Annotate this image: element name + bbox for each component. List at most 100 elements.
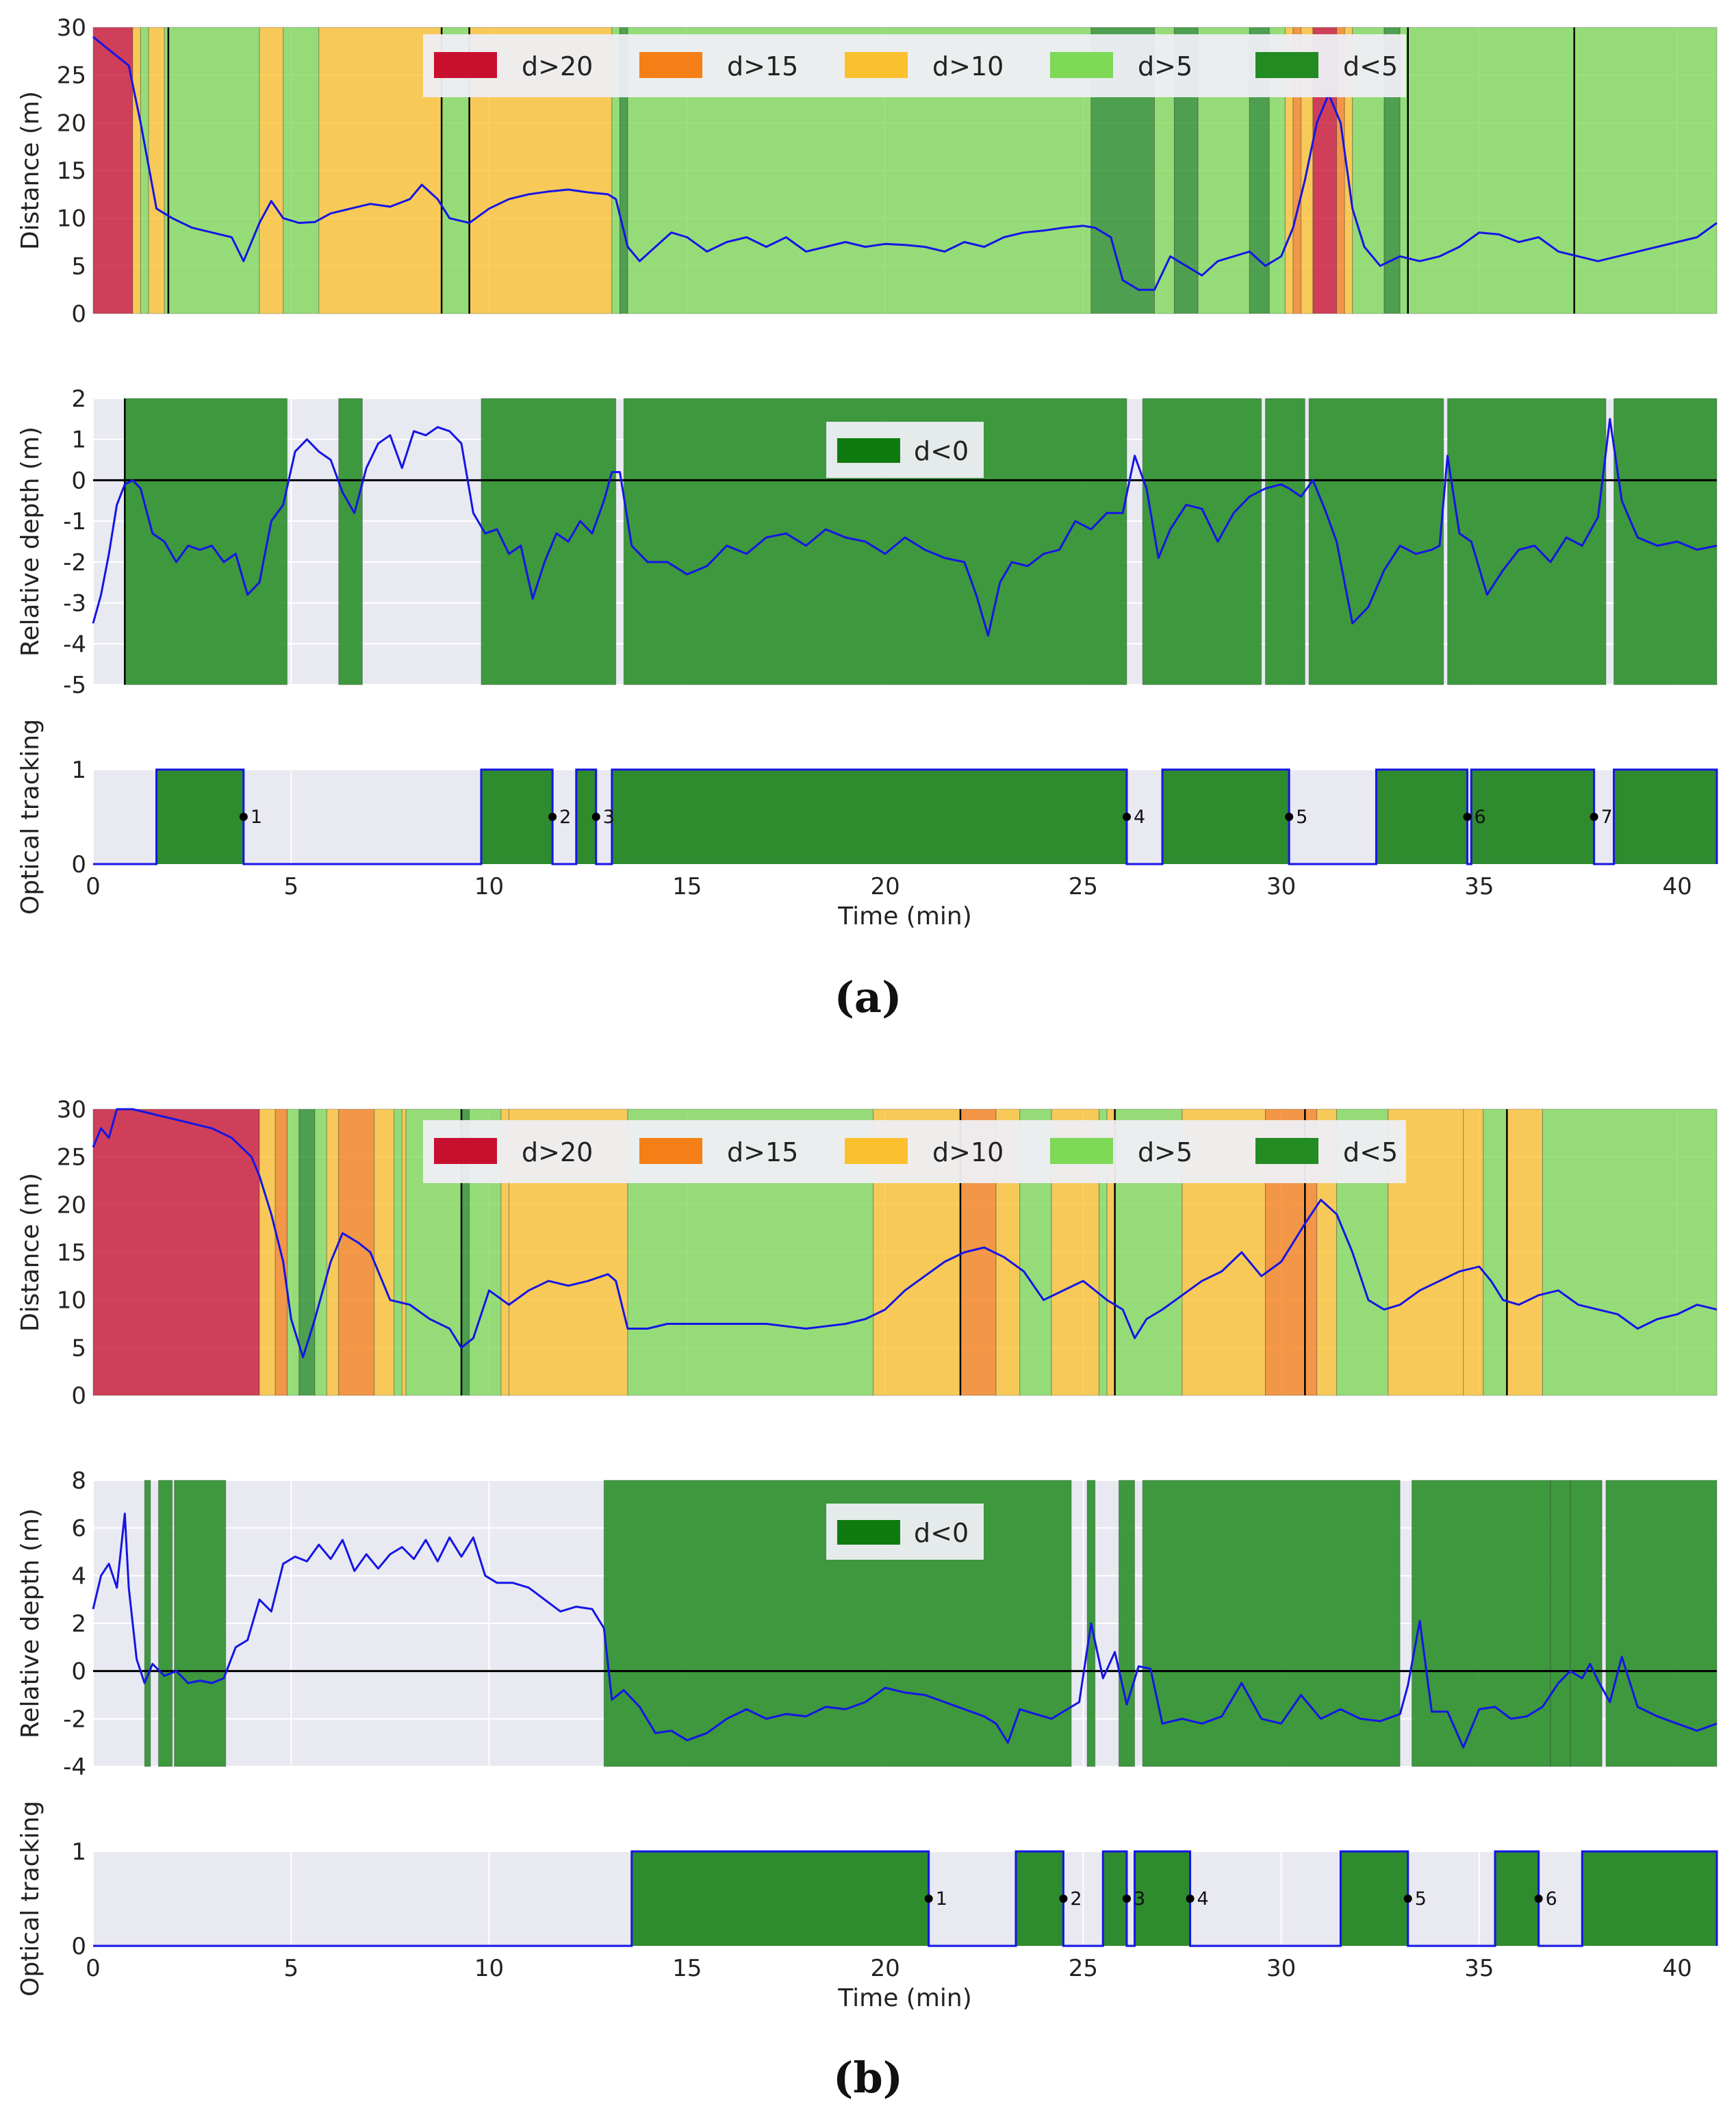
tracking-interval xyxy=(1376,770,1468,864)
segment-dlt0 xyxy=(1605,1480,1718,1767)
legend-label: d>5 xyxy=(1138,1137,1192,1167)
tracking-marker-label: 2 xyxy=(559,807,571,828)
tracking-marker xyxy=(1059,1895,1068,1903)
subplot-a-distance: 0 5 10 15 20 25 30 Distance (m) d>20 d>15 d>10 d>5 d… xyxy=(16,14,1718,328)
segment-d10 xyxy=(259,27,284,314)
data-line xyxy=(92,418,1718,637)
x-tick-label: 0 xyxy=(86,873,101,900)
y-tick-label: -4 xyxy=(63,1753,86,1781)
segment-dlt0 xyxy=(1447,398,1607,685)
y-tick-label: -5 xyxy=(63,672,86,699)
x-tick-label: 10 xyxy=(474,1955,504,1982)
x-tick-label: 5 xyxy=(283,1955,298,1982)
legend-swatch-dlt5 xyxy=(1255,52,1318,78)
y-axis-label: Distance (m) xyxy=(16,91,44,250)
segment-d20 xyxy=(92,1109,260,1396)
legend-label: d<5 xyxy=(1343,1137,1398,1167)
segment-dlt0 xyxy=(1550,1480,1571,1767)
y-tick-label: 1 xyxy=(71,427,86,454)
tracking-interval xyxy=(1582,1851,1717,1946)
tracking-marker-label: 6 xyxy=(1546,1888,1557,1910)
tracking-marker xyxy=(1534,1895,1543,1903)
tracking-marker-label: 1 xyxy=(251,807,262,828)
tracking-interval xyxy=(1340,1851,1408,1946)
tracking-marker xyxy=(1186,1895,1195,1903)
segment-dlt0 xyxy=(1570,1480,1603,1767)
tracking-interval xyxy=(1134,1851,1190,1946)
tracking-interval xyxy=(481,770,553,864)
y-tick-label: 20 xyxy=(57,1191,86,1219)
tracking-interval xyxy=(1015,1851,1064,1946)
tracking-interval xyxy=(1471,770,1594,864)
x-tick-label: 5 xyxy=(283,873,298,900)
segment-d5 xyxy=(1542,1109,1718,1396)
tracking-marker-label: 2 xyxy=(1070,1888,1082,1910)
segment-d10 xyxy=(374,1109,395,1396)
tracking-marker-label: 4 xyxy=(1134,807,1145,828)
legend-swatch-d20 xyxy=(434,1138,497,1164)
y-axis-label: Relative depth (m) xyxy=(16,427,44,657)
segment-dlt0 xyxy=(1142,398,1262,685)
legend-swatch-dlt0 xyxy=(837,438,900,463)
data-line xyxy=(92,1108,1718,1358)
y-tick-label: 15 xyxy=(57,157,86,185)
x-tick-label: 25 xyxy=(1069,873,1098,900)
legend-label: d>15 xyxy=(727,51,798,81)
tracking-marker xyxy=(548,813,557,821)
legend-swatch-d5 xyxy=(1050,52,1113,78)
segment-d10 xyxy=(401,1109,407,1396)
legend-swatch-d15 xyxy=(639,52,702,78)
legend-label: d>20 xyxy=(522,51,593,81)
x-axis-label: Time (min) xyxy=(837,902,972,930)
segment-d10 xyxy=(132,27,141,314)
segment-dlt5 xyxy=(298,1109,316,1396)
tracking-interval xyxy=(611,770,1127,864)
segment-d5 xyxy=(314,1109,327,1396)
segment-dlt0 xyxy=(1264,398,1305,685)
segment-d15 xyxy=(1336,27,1345,314)
tracking-marker xyxy=(591,813,600,821)
y-tick-label: 25 xyxy=(57,62,86,90)
y-tick-label: 10 xyxy=(57,1287,86,1315)
segment-d5 xyxy=(140,27,149,314)
x-tick-label: 30 xyxy=(1266,873,1296,900)
legend-swatch-d10 xyxy=(845,52,908,78)
tracking-interval xyxy=(1613,770,1717,864)
tracking-interval xyxy=(631,1851,929,1946)
segment-dlt0 xyxy=(481,398,617,685)
legend-swatch-dlt0 xyxy=(837,1520,900,1545)
y-tick-label: 5 xyxy=(71,253,86,280)
y-tick-label: 5 xyxy=(71,1334,86,1362)
y-tick-label: 1 xyxy=(71,757,86,784)
legend-label: d<5 xyxy=(1343,51,1398,81)
y-tick-label: -4 xyxy=(63,631,86,658)
segment-dlt0 xyxy=(174,1480,227,1767)
segment-d10 xyxy=(318,27,442,314)
legend-swatch-d5 xyxy=(1050,1138,1113,1164)
tracking-interval xyxy=(1162,770,1290,864)
tracking-marker xyxy=(1590,813,1598,821)
legend-label: d>20 xyxy=(522,1137,593,1167)
y-tick-label: 0 xyxy=(71,467,86,494)
x-tick-label: 35 xyxy=(1464,1955,1494,1982)
tracking-step-line xyxy=(93,768,1718,865)
tracking-step-line xyxy=(93,1850,1718,1947)
y-tick-label: 15 xyxy=(57,1239,86,1267)
segment-d10 xyxy=(326,1109,340,1396)
segment-d5 xyxy=(1098,1109,1108,1396)
y-tick-label: 2 xyxy=(71,1610,86,1638)
tracking-marker-label: 3 xyxy=(1134,1888,1145,1910)
y-axis-label: Distance (m) xyxy=(16,1173,44,1332)
y-tick-label: 0 xyxy=(71,1658,86,1686)
legend-label: d>15 xyxy=(727,1137,798,1167)
tracking-marker xyxy=(1122,1895,1131,1903)
legend-label: d<0 xyxy=(914,436,969,466)
tracking-marker xyxy=(1122,813,1131,821)
y-tick-label: 2 xyxy=(71,385,86,413)
y-axis-label: Optical tracking xyxy=(16,719,44,915)
y-tick-label: 10 xyxy=(57,205,86,233)
data-line xyxy=(92,1512,1718,1749)
